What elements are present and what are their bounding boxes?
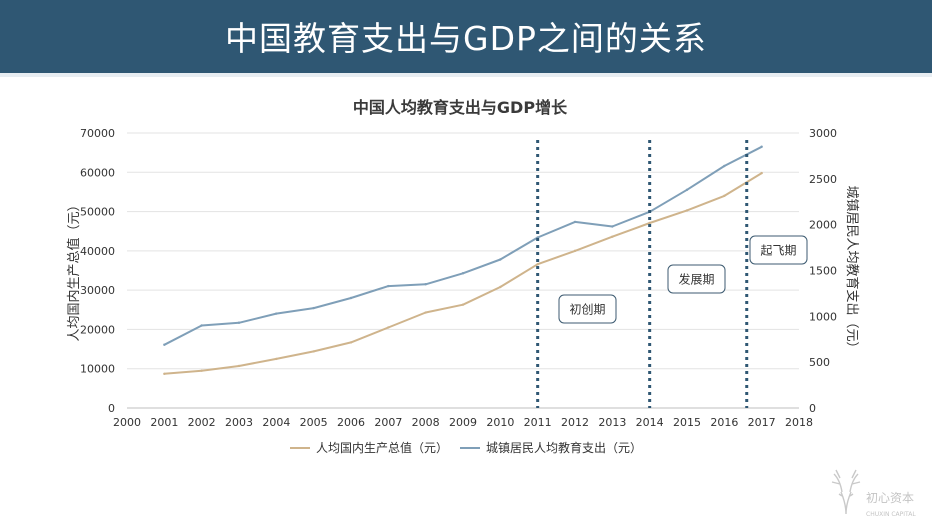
education-spend-point <box>387 284 390 288</box>
x-tick-label: 2016 <box>710 416 738 429</box>
y-right-tick-label: 500 <box>809 356 830 369</box>
x-tick-label: 2000 <box>113 416 141 429</box>
gdp-point <box>275 357 278 361</box>
gdp-point <box>760 171 763 175</box>
title-banner: 中国教育支出与GDP之间的关系 <box>0 0 932 73</box>
legend-item: 人均国内生产总值（元） <box>290 440 448 455</box>
x-tick-label: 2001 <box>150 416 178 429</box>
x-tick-label: 2003 <box>225 416 253 429</box>
education-spend-point <box>611 225 614 228</box>
education-spend-point <box>163 343 166 346</box>
watermark-name-en: CHUXIN CAPITAL <box>866 511 916 518</box>
banner-divider <box>0 73 932 77</box>
legend-label: 城镇居民人均教育支出（元） <box>486 440 642 455</box>
gdp-point <box>573 249 577 253</box>
gdp-point <box>648 221 651 225</box>
y-right-tick-labels: 0 500 1000 1500 2000 2500 3000 <box>809 127 837 415</box>
y-right-tick-label: 2500 <box>809 173 837 186</box>
y-right-tick-label: 1000 <box>809 310 837 323</box>
gdp-point <box>536 263 539 266</box>
legend-item: 城镇居民人均教育支出（元） <box>460 440 642 455</box>
education-spend-point <box>461 272 465 275</box>
deer-head-icon <box>831 469 861 515</box>
x-tick-label: 2017 <box>748 416 776 429</box>
gdp-point <box>163 372 166 376</box>
x-tick-label: 2011 <box>524 416 552 429</box>
x-tick-label: 2007 <box>374 416 402 429</box>
y-left-tick-label: 10000 <box>80 363 115 376</box>
chart-title: 中国人均教育支出与GDP增长 <box>353 98 568 117</box>
gdp-point <box>685 209 689 212</box>
education-spend-point <box>573 220 577 224</box>
education-spend-point <box>499 258 502 261</box>
y-left-tick-label: 40000 <box>80 245 115 258</box>
gdp-point <box>424 311 427 314</box>
education-spend-point <box>723 164 726 168</box>
gdp-point <box>312 350 315 353</box>
y-left-tick-label: 30000 <box>80 284 115 297</box>
legend: 人均国内生产总值（元） 城镇居民人均教育支出（元） <box>290 440 642 455</box>
annotation-label: 起飞期 <box>760 244 796 258</box>
annotation-label: 发展期 <box>678 272 714 287</box>
annotation-box <box>749 235 808 265</box>
x-tick-label: 2009 <box>449 416 477 429</box>
y-right-axis-label: 城镇居民人均教育支出（元） <box>844 185 860 354</box>
y-right-tick-label: 2000 <box>809 219 837 232</box>
x-tick-label: 2006 <box>337 416 365 429</box>
education-spend-series-line <box>163 145 763 346</box>
series-group <box>163 145 763 376</box>
x-tick-label: 2015 <box>673 416 701 429</box>
gdp-point <box>461 303 465 306</box>
gdp-point <box>611 235 614 238</box>
y-left-tick-label: 60000 <box>80 166 115 179</box>
annotation-box <box>558 294 617 324</box>
gdp-point <box>723 194 726 198</box>
education-spend-point <box>685 188 689 192</box>
y-left-tick-label: 20000 <box>80 323 115 336</box>
annotation-label: 初创期 <box>569 303 605 317</box>
watermark: 初心资本 CHUXIN CAPITAL <box>831 469 916 518</box>
phase-annotations: 初创期 发展期 起飞期 <box>558 235 808 324</box>
annotation-box <box>667 264 726 294</box>
phase-lines <box>536 140 749 408</box>
phase-annotation: 初创期 <box>558 294 617 324</box>
phase-annotation: 发展期 <box>667 264 726 294</box>
education-spend-point <box>760 145 763 148</box>
y-right-tick-label: 1500 <box>809 265 837 278</box>
x-tick-labels: 2000 2001 2002 2003 2004 2005 2006 2007 2008 2009… <box>113 416 813 429</box>
phase-annotation: 起飞期 <box>749 235 808 265</box>
x-tick-label: 2008 <box>412 416 440 429</box>
y-left-tick-label: 50000 <box>80 206 115 219</box>
education-spend-point <box>424 283 427 286</box>
education-spend-point <box>349 296 353 300</box>
x-tick-label: 2014 <box>636 416 664 429</box>
y-left-tick-labels: 0 10000 20000 30000 40000 50000 60000 70000 <box>80 127 115 415</box>
watermark-name-cn: 初心资本 <box>866 491 914 505</box>
x-tick-label: 2010 <box>486 416 514 429</box>
education-spend-point <box>312 306 315 310</box>
gdp-point <box>387 326 390 329</box>
gdp-point <box>349 341 353 344</box>
slide-title: 中国教育支出与GDP之间的关系 <box>225 19 707 58</box>
education-spend-point <box>200 324 203 327</box>
x-tick-label: 2012 <box>561 416 589 429</box>
x-tick-label: 2013 <box>598 416 626 429</box>
y-right-tick-label: 0 <box>809 402 816 415</box>
x-tick-label: 2005 <box>300 416 328 429</box>
gdp-point <box>499 285 502 289</box>
gdp-point <box>200 369 203 372</box>
gdp-point <box>237 364 241 368</box>
x-tick-label: 2018 <box>785 416 813 429</box>
y-left-axis-label: 人均国内生产总值（元） <box>66 198 82 341</box>
legend-label: 人均国内生产总值（元） <box>316 440 448 455</box>
x-tick-label: 2002 <box>188 416 216 429</box>
y-left-tick-label: 70000 <box>80 127 115 140</box>
education-spend-point <box>237 321 241 324</box>
y-right-tick-label: 3000 <box>809 127 837 140</box>
education-spend-point <box>275 312 278 315</box>
y-left-tick-label: 0 <box>108 402 115 415</box>
gridlines <box>127 132 799 370</box>
x-tick-label: 2004 <box>262 416 290 429</box>
